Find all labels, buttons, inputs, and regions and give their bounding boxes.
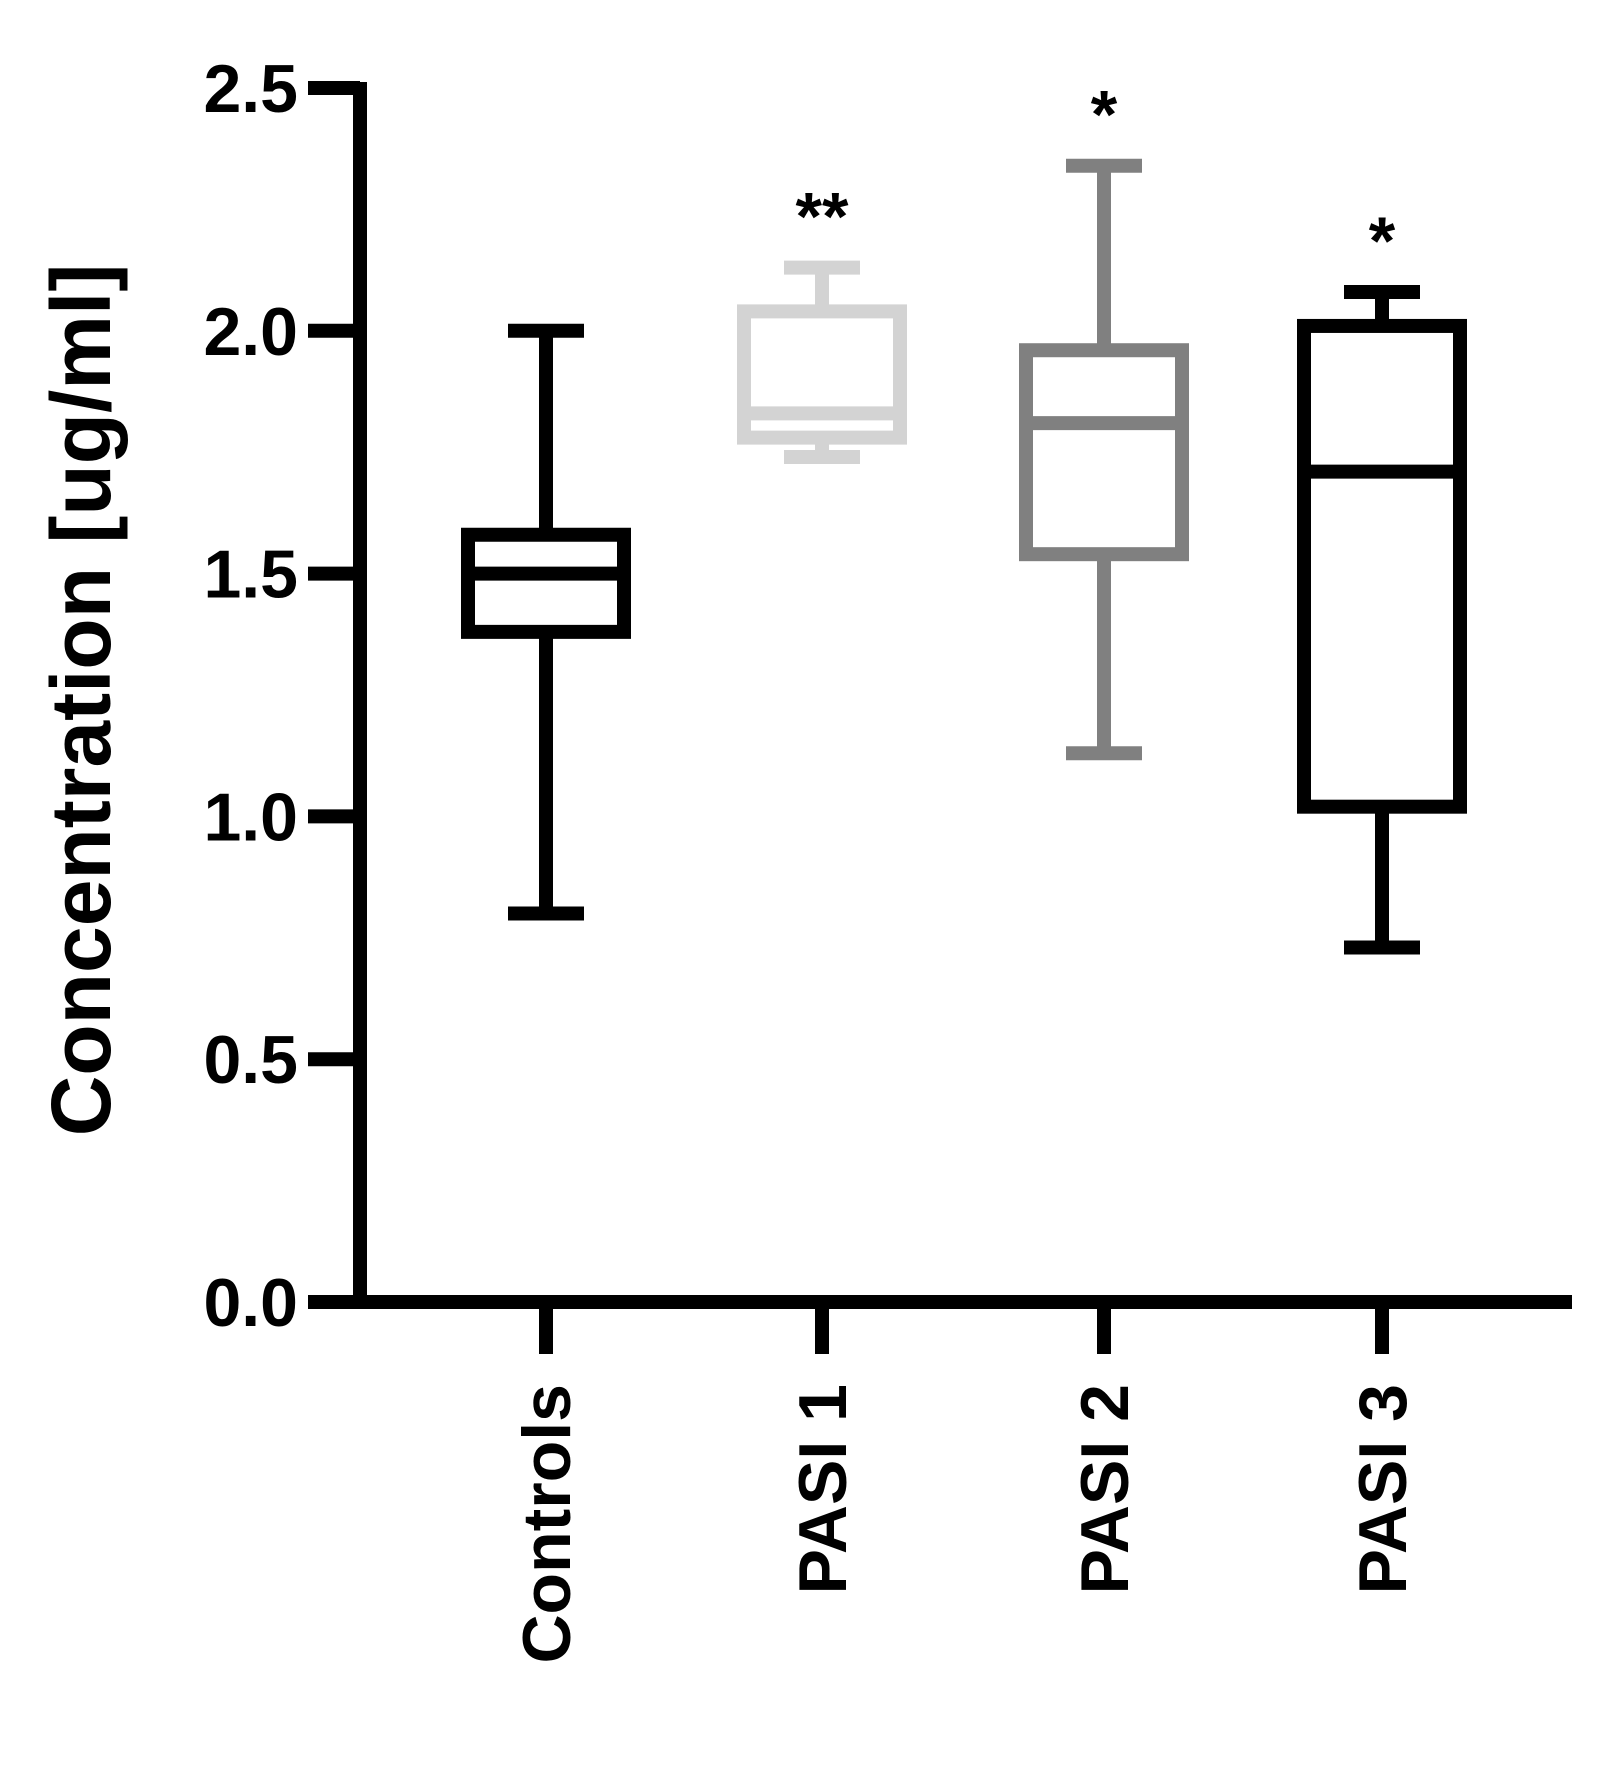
x-tick-label: PASI 2: [1067, 1384, 1143, 1594]
x-tick-label: PASI 1: [785, 1384, 861, 1594]
box-pasi-3: *: [1297, 203, 1467, 955]
y-tick-label: 1.5: [203, 537, 298, 613]
box-pasi-2: *: [1019, 77, 1189, 761]
iqr-box: [1019, 343, 1189, 562]
y-tick-label: 1.0: [203, 779, 298, 855]
x-ticks: Controls PASI 1 PASI 2 PASI 3: [509, 1302, 1421, 1664]
box-pasi-1: **: [737, 179, 907, 465]
x-tick-label: Controls: [509, 1384, 585, 1664]
y-ticks: 0.0 0.5 1.0 1.5 2.0 2.5: [203, 51, 360, 1341]
iqr-box: [461, 527, 631, 639]
significance-label: **: [796, 179, 849, 255]
y-tick-label: 2.0: [203, 294, 298, 370]
x-tick-label: PASI 3: [1345, 1384, 1421, 1594]
axes: [353, 82, 1572, 1309]
y-axis-title: Concentration [ug/ml]: [34, 264, 128, 1137]
y-tick-label: 0.0: [203, 1265, 298, 1341]
significance-label: *: [1091, 77, 1118, 153]
box-controls: [461, 323, 631, 921]
y-tick-label: 0.5: [203, 1022, 298, 1098]
iqr-box: [1297, 318, 1467, 814]
significance-label: *: [1369, 203, 1396, 279]
y-tick-label: 2.5: [203, 51, 298, 127]
boxes: ****: [461, 77, 1467, 955]
